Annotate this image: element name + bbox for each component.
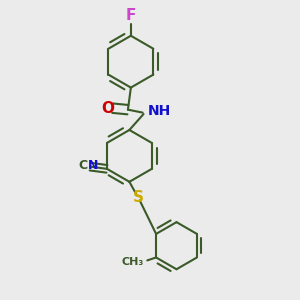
Text: S: S <box>133 190 144 206</box>
Text: NH: NH <box>148 104 171 118</box>
Text: C: C <box>79 159 88 172</box>
Text: O: O <box>101 101 114 116</box>
Text: F: F <box>126 8 136 22</box>
Text: CH₃: CH₃ <box>122 257 144 267</box>
Text: N: N <box>88 159 98 172</box>
